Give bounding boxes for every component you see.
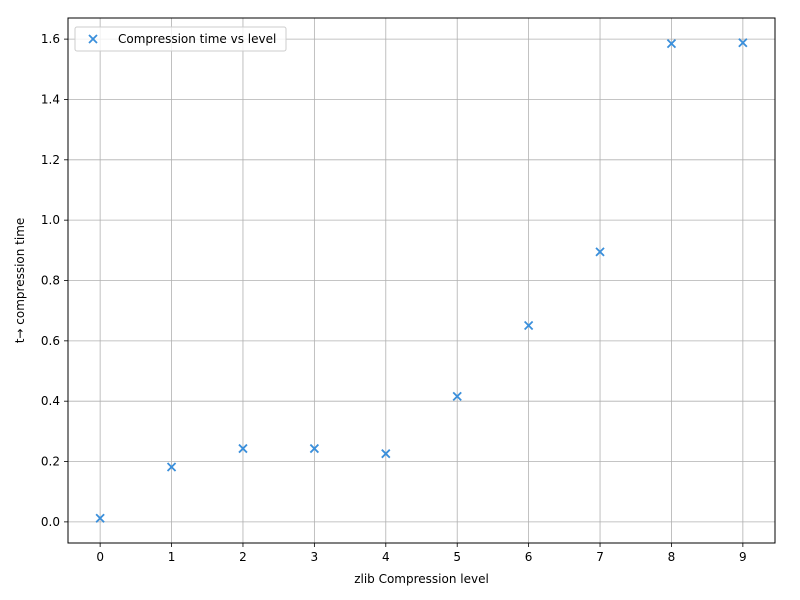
legend-box (74, 26, 287, 52)
y-tick-label: 0.0 (41, 515, 60, 529)
data-point (738, 38, 748, 48)
data-point (95, 513, 105, 523)
data-point (381, 449, 391, 459)
y-tick-label: 1.2 (41, 153, 60, 167)
x-tick-label: 4 (382, 550, 390, 564)
data-point (166, 462, 177, 472)
y-tick-label: 0.2 (41, 455, 60, 469)
data-points (95, 38, 748, 523)
y-tick-label: 1.6 (41, 32, 60, 46)
legend-marker-x-icon (88, 34, 98, 44)
x-tick-label: 3 (311, 550, 319, 564)
x-tick-label: 2 (239, 550, 247, 564)
grid (68, 18, 775, 543)
x-tick-label: 7 (596, 550, 604, 564)
y-axis-label: t→ compression time (13, 218, 27, 344)
data-point (238, 443, 248, 454)
x-tick-label: 0 (96, 550, 104, 564)
data-point (452, 391, 462, 401)
data-point (523, 320, 534, 331)
y-tick-label: 0.8 (41, 274, 60, 288)
legend-marker-x (88, 34, 98, 44)
x-tick-label: 1 (168, 550, 176, 564)
y-tick-label: 0.4 (41, 394, 60, 408)
axis-ticks: 0 1 2 3 4 5 6 7 8 9 0.0 0.2 0.4 0.6 0.8 1.0 1.2 1.4 1.6 (41, 32, 747, 564)
x-tick-label: 9 (739, 550, 747, 564)
legend-entry-label: Compression time vs level (118, 32, 276, 46)
data-point (595, 247, 605, 257)
x-tick-label: 5 (453, 550, 461, 564)
y-tick-label: 1.4 (41, 92, 60, 106)
data-point (309, 443, 320, 454)
y-tick-label: 1.0 (41, 213, 60, 227)
legend: Compression time vs level (74, 26, 287, 52)
x-axis-label: zlib Compression level (354, 572, 489, 586)
x-tick-label: 8 (668, 550, 676, 564)
x-tick-label: 6 (525, 550, 533, 564)
y-tick-label: 0.6 (41, 334, 60, 348)
data-point (666, 39, 677, 49)
